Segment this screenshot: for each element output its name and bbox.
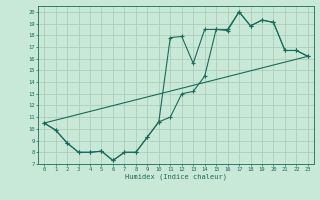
X-axis label: Humidex (Indice chaleur): Humidex (Indice chaleur) — [125, 174, 227, 180]
